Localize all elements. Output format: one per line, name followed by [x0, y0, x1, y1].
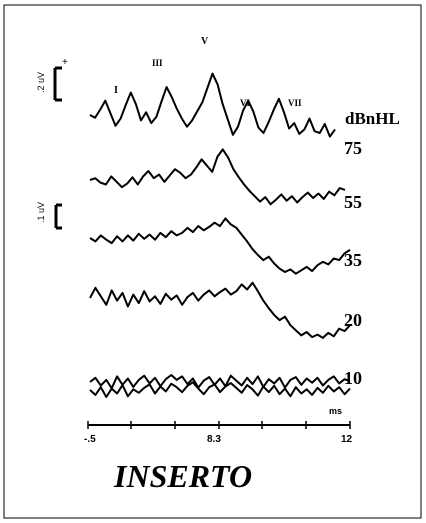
wave-label-vi: VI	[240, 98, 250, 108]
series-label-20: 20	[344, 310, 362, 330]
x-axis: -.5 8.3 12 ms	[84, 406, 353, 445]
scale-bar-top: . .2 uV +	[36, 57, 68, 102]
scale-bar-top-label: .2 uV	[36, 72, 46, 93]
figure-border	[3, 4, 422, 519]
series-label-10: 10	[344, 368, 362, 388]
scale-bar-mid-label: .1 uV	[36, 202, 46, 223]
wave-label-i: I	[114, 85, 118, 96]
wave-label-vii: VII	[288, 98, 302, 108]
scale-bar-top-glyph: .	[38, 75, 40, 84]
trace-35	[89, 217, 351, 275]
x-tick-label-0: -.5	[84, 434, 96, 445]
x-axis-unit: ms	[329, 406, 342, 416]
trace-75	[89, 72, 336, 138]
trace-10b	[89, 381, 351, 398]
wave-label-iii: III	[152, 58, 163, 68]
trace-10	[89, 374, 351, 390]
series-label-75: 75	[344, 138, 362, 158]
wave-label-v: V	[201, 36, 209, 47]
scale-bar-top-plus: +	[62, 57, 68, 68]
scale-bar-top-bracket	[53, 66, 62, 102]
series-label-55: 55	[344, 192, 362, 212]
figure-title: INSERTO	[113, 458, 252, 494]
series-label-35: 35	[344, 250, 362, 270]
scale-bar-mid: .1 uV	[36, 202, 62, 230]
scale-bar-mid-bracket	[54, 203, 62, 230]
x-tick-label-1: 8.3	[207, 434, 221, 445]
trace-20	[89, 281, 351, 339]
unit-label: dBnHL	[345, 109, 400, 128]
x-tick-label-2: 12	[341, 434, 353, 445]
trace-55	[89, 148, 346, 206]
wave-labels: I III V VI VII	[114, 36, 302, 108]
traces	[89, 72, 351, 398]
